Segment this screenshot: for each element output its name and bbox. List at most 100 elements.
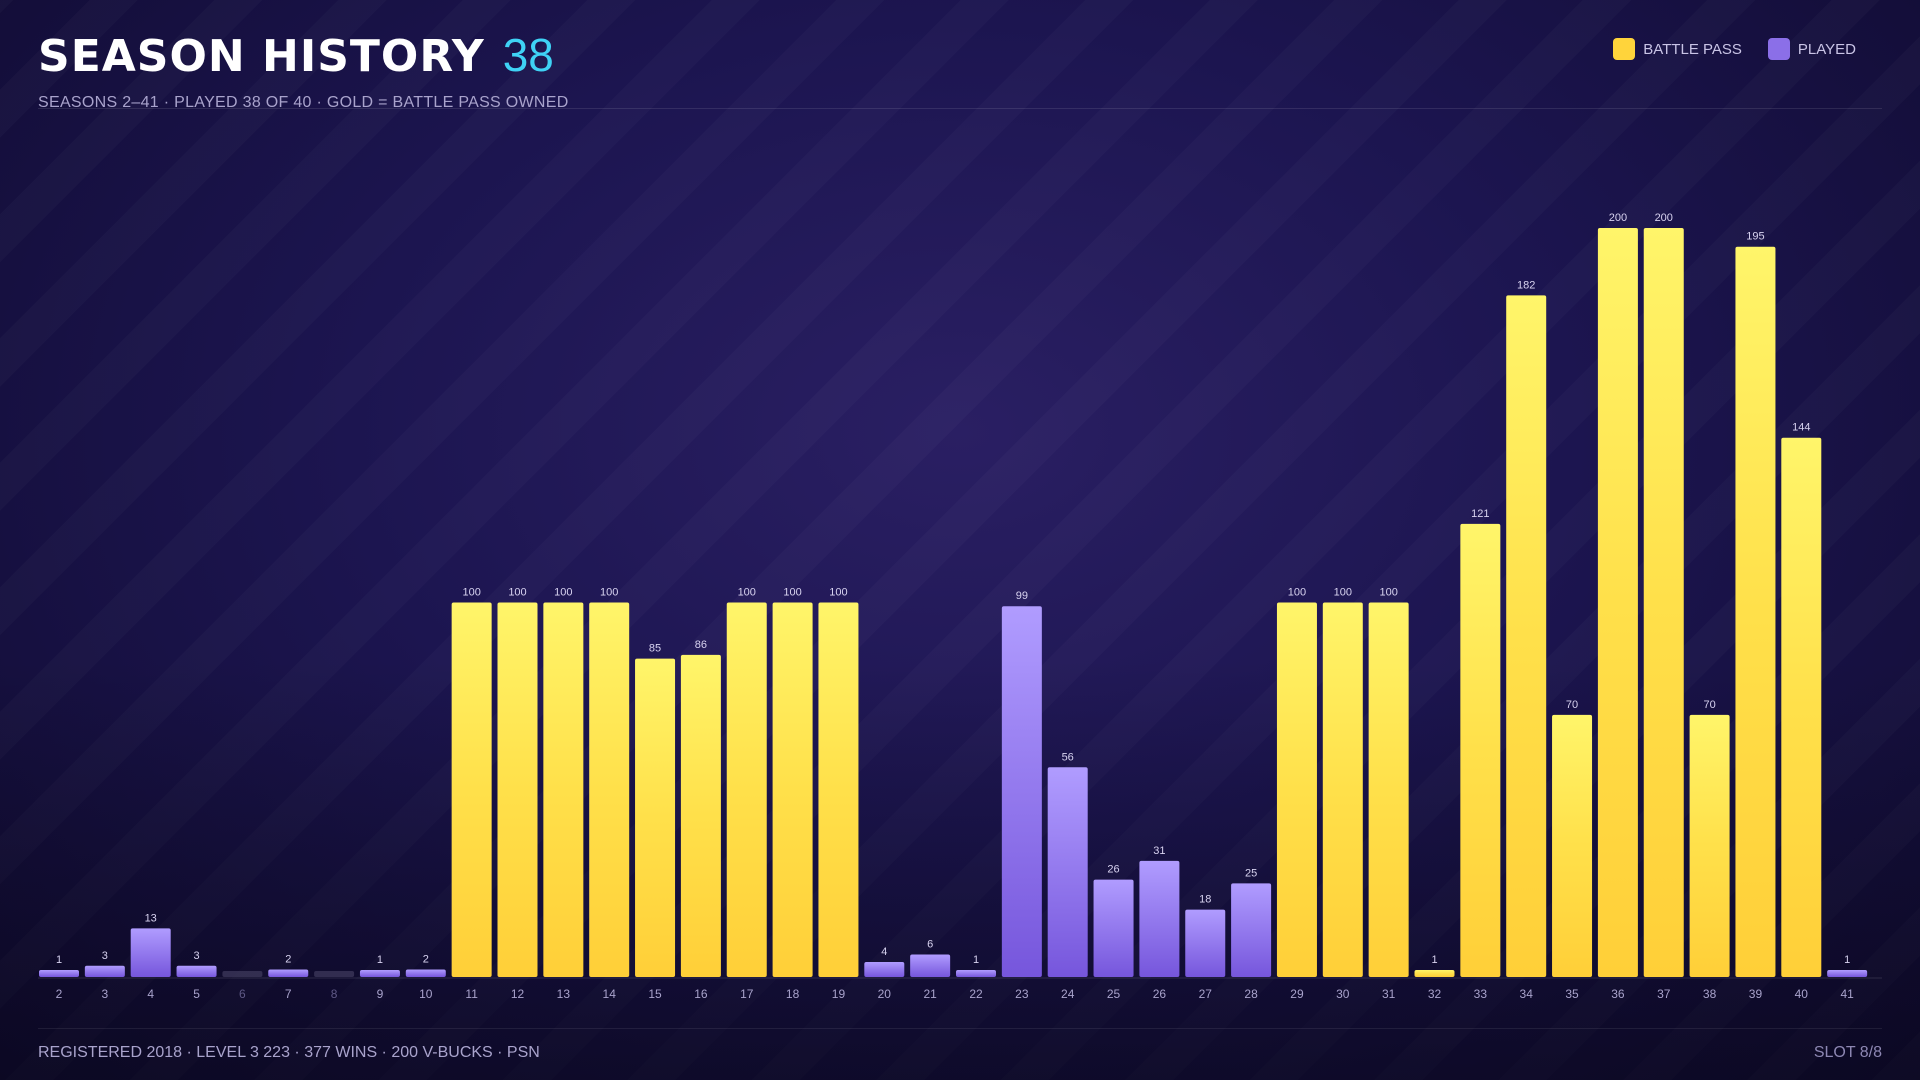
bar-value-label-11: 100 — [462, 587, 480, 599]
x-tick-label-30: 30 — [1336, 987, 1350, 1001]
bar-season-31 — [1368, 602, 1409, 977]
x-tick-label-6: 6 — [239, 987, 246, 1001]
page-subtitle: SEASONS 2–41 · PLAYED 38 OF 40 · GOLD = … — [38, 94, 569, 111]
x-tick-label-9: 9 — [377, 987, 384, 1001]
bar-value-label-33: 121 — [1471, 508, 1489, 520]
bar-value-label-5: 3 — [193, 950, 199, 962]
bar-season-25 — [1093, 879, 1134, 977]
bar-value-label-26: 31 — [1153, 845, 1165, 857]
bar-value-label-37: 200 — [1655, 212, 1673, 224]
bar-value-label-20: 4 — [881, 946, 887, 958]
bar-value-label-28: 25 — [1245, 867, 1257, 879]
bar-value-label-38: 70 — [1703, 699, 1715, 711]
x-tick-label-7: 7 — [285, 987, 292, 1001]
bar-season-5 — [176, 965, 217, 977]
legend-label-played: PLAYED — [1797, 40, 1856, 58]
x-tick-label-37: 37 — [1657, 987, 1671, 1001]
bar-season-33 — [1460, 523, 1501, 977]
x-tick-label-22: 22 — [969, 987, 983, 1001]
legend: BATTLE PASS PLAYED — [1613, 38, 1856, 60]
legend-item-played: PLAYED — [1767, 38, 1856, 60]
bar-season-9 — [359, 970, 400, 977]
bar-value-label-17: 100 — [738, 587, 756, 599]
bar-season-27 — [1185, 909, 1226, 977]
x-tick-label-5: 5 — [193, 987, 200, 1001]
x-tick-label-36: 36 — [1611, 987, 1625, 1001]
bar-value-label-10: 2 — [423, 954, 429, 966]
bar-season-4 — [130, 928, 171, 977]
x-tick-label-18: 18 — [786, 987, 800, 1001]
bar-value-label-13: 100 — [554, 587, 572, 599]
bar-value-label-9: 1 — [377, 954, 383, 966]
x-tick-label-27: 27 — [1199, 987, 1213, 1001]
bar-season-39 — [1735, 246, 1776, 978]
x-tick-label-21: 21 — [923, 987, 937, 1001]
bar-season-15 — [635, 658, 676, 977]
x-tick-label-29: 29 — [1290, 987, 1304, 1001]
bar-season-28 — [1231, 883, 1272, 977]
x-tick-label-35: 35 — [1565, 987, 1579, 1001]
bar-season-7 — [268, 969, 309, 977]
bar-value-label-21: 6 — [927, 939, 933, 951]
bar-season-3 — [84, 965, 125, 977]
bar-season-20 — [864, 962, 905, 977]
bar-season-18 — [772, 602, 813, 977]
bar-value-label-4: 13 — [145, 912, 157, 924]
bar-season-32 — [1414, 970, 1455, 977]
x-tick-label-11: 11 — [465, 987, 478, 1001]
bar-season-41 — [1827, 970, 1868, 977]
page-title: SEASON HISTORY — [38, 31, 485, 82]
x-tick-label-15: 15 — [648, 987, 662, 1001]
bar-value-label-32: 1 — [1431, 954, 1437, 966]
legend-label-battle-pass: BATTLE PASS — [1643, 40, 1742, 58]
bar-season-26 — [1139, 860, 1180, 977]
bar-value-label-30: 100 — [1334, 587, 1352, 599]
bar-value-label-27: 18 — [1199, 894, 1211, 906]
bar-value-label-40: 144 — [1792, 422, 1810, 434]
bar-value-label-31: 100 — [1379, 587, 1397, 599]
slot-indicator: SLOT 8/8 — [1813, 1044, 1882, 1061]
bar-season-22 — [956, 970, 996, 977]
bar-season-11 — [451, 602, 492, 977]
bar-season-12 — [497, 602, 538, 977]
bar-season-38 — [1689, 714, 1730, 977]
bar-value-label-2: 1 — [56, 954, 62, 966]
profile-summary: REGISTERED 2018 · LEVEL 3 223 · 377 WINS… — [38, 1044, 540, 1061]
bar-value-label-19: 100 — [829, 587, 847, 599]
bar-value-label-35: 70 — [1566, 699, 1578, 711]
x-tick-label-17: 17 — [740, 987, 754, 1001]
bar-season-23 — [1001, 606, 1042, 977]
bar-season-17 — [726, 602, 767, 977]
x-tick-label-25: 25 — [1107, 987, 1121, 1001]
bar-season-21 — [910, 954, 951, 977]
bar-season-2 — [39, 970, 79, 977]
bar-season-16 — [680, 654, 721, 977]
x-tick-label-12: 12 — [511, 987, 525, 1001]
x-tick-label-38: 38 — [1703, 987, 1717, 1001]
legend-item-battle-pass: BATTLE PASS — [1613, 38, 1742, 60]
bar-season-19 — [818, 602, 859, 977]
bar-value-label-29: 100 — [1288, 587, 1306, 599]
x-tick-label-28: 28 — [1244, 987, 1258, 1001]
bar-season-6 — [222, 971, 263, 977]
bar-value-label-18: 100 — [783, 587, 801, 599]
x-tick-label-26: 26 — [1153, 987, 1167, 1001]
bar-season-36 — [1597, 228, 1638, 977]
bar-value-label-36: 200 — [1609, 212, 1627, 224]
bar-season-34 — [1506, 295, 1547, 977]
x-tick-label-41: 41 — [1840, 987, 1854, 1001]
x-tick-label-4: 4 — [147, 987, 154, 1001]
bar-season-8 — [314, 971, 355, 977]
played-swatch-icon — [1767, 38, 1790, 60]
footer-divider — [38, 1028, 1882, 1029]
bar-value-label-23: 99 — [1016, 590, 1028, 602]
x-tick-label-33: 33 — [1474, 987, 1488, 1001]
x-tick-label-32: 32 — [1428, 987, 1442, 1001]
x-tick-label-8: 8 — [331, 987, 338, 1001]
x-tick-label-34: 34 — [1520, 987, 1534, 1001]
bar-season-37 — [1643, 228, 1684, 977]
bar-value-label-39: 195 — [1746, 231, 1764, 243]
header-divider — [38, 108, 1882, 109]
